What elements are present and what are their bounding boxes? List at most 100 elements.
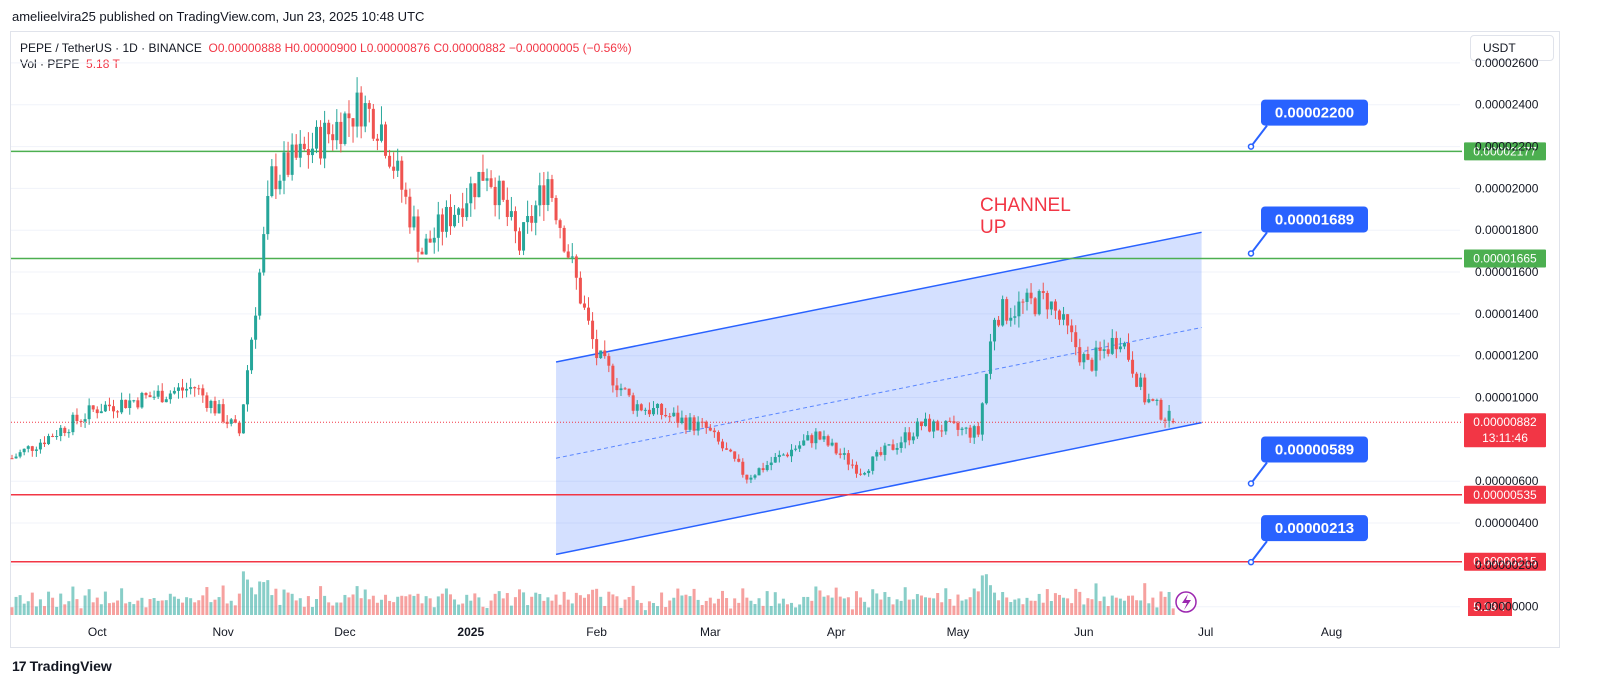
volume-bar [213, 599, 217, 615]
candle-body [290, 144, 294, 175]
volume-bar [351, 594, 355, 615]
tradingview-brand[interactable]: 17 TradingView [12, 658, 112, 674]
volume-bar [607, 591, 611, 615]
candle-body [1102, 349, 1106, 351]
callout-box [1261, 436, 1368, 463]
candle-body [587, 307, 591, 321]
candle-body [940, 430, 944, 432]
volume-bar [859, 597, 863, 615]
candle-body [233, 419, 237, 423]
volume-bar [570, 603, 574, 615]
candle-body [347, 113, 351, 119]
candle-body [144, 392, 148, 396]
publish-credit: amelieelvira25 published on TradingView.… [12, 9, 425, 24]
candle-body [99, 411, 103, 414]
volume-bar [1078, 591, 1082, 615]
volume-bar [753, 604, 757, 615]
volume-bar [708, 597, 712, 615]
candle-body [924, 418, 927, 427]
volume-bar [448, 594, 452, 615]
level-price-badge [1464, 485, 1546, 504]
volume-badge [1468, 598, 1512, 616]
volume-bar [867, 607, 871, 615]
candle-body [489, 178, 493, 187]
candle-body [741, 461, 745, 475]
symbol-label[interactable]: PEPE / TetherUS · 1D · BINANCE [20, 41, 202, 55]
candle-body [83, 419, 87, 422]
candle-body [38, 442, 42, 450]
volume-bar [286, 592, 290, 615]
volume-bar [481, 606, 485, 615]
volume-bar [274, 588, 278, 615]
volume-bar [1025, 597, 1029, 615]
candle-body [582, 303, 586, 308]
volume-bar [156, 600, 160, 615]
candle-body [294, 144, 298, 158]
callout-anchor [1247, 143, 1255, 150]
candle-body [75, 414, 79, 421]
volume-bar [51, 597, 55, 615]
candle-body [1122, 343, 1126, 347]
candle-body [830, 442, 834, 446]
candle-body [319, 126, 323, 159]
volume-bar [741, 588, 745, 615]
candle-body [984, 373, 988, 404]
currency-button[interactable]: USDT [1470, 35, 1554, 61]
candle-body [635, 404, 639, 411]
volume-bar [651, 602, 655, 615]
candle-body [221, 404, 225, 422]
candle-body [1163, 419, 1167, 421]
candle-body [749, 477, 753, 480]
candle-body [1017, 301, 1021, 317]
candle-body [30, 446, 34, 451]
volume-bar [522, 592, 526, 615]
volume-bar [335, 602, 339, 615]
candle-body [944, 420, 948, 432]
candle-body [355, 92, 359, 127]
volume-bar [1074, 588, 1078, 615]
candle-body [461, 208, 465, 218]
volume-bar [542, 600, 546, 615]
volume-bar [684, 594, 688, 615]
tradingview-logo-icon: 17 [12, 658, 27, 674]
volume-bar [116, 600, 120, 615]
candle-body [781, 454, 785, 456]
volume-bar [513, 597, 517, 615]
volume-bar [509, 605, 513, 615]
candle-body [51, 435, 55, 437]
candle-body [493, 186, 497, 206]
callout-box [1261, 99, 1368, 126]
volume-bar [400, 595, 404, 615]
volume-bar [38, 599, 42, 615]
volume-bar [1037, 593, 1041, 615]
volume-label[interactable]: Vol · PEPE [20, 57, 80, 71]
candle-body [1139, 377, 1143, 387]
candle-body [444, 206, 448, 232]
candle-body [595, 339, 599, 359]
volume-bar [229, 600, 233, 615]
candle-body [911, 436, 915, 441]
candle-body [566, 251, 570, 258]
volume-bar [112, 602, 115, 615]
volume-bar [729, 608, 733, 615]
change-value: −0.00000005 (−0.56%) [508, 41, 632, 55]
volume-bar [1017, 598, 1021, 615]
volume-bar [469, 600, 473, 615]
volume-bar [298, 598, 302, 615]
candle-body [367, 103, 371, 109]
price-tick-label: 0.00000400 [1475, 516, 1539, 530]
candle-body [59, 427, 63, 437]
price-tick-label: 0.00001600 [1475, 265, 1539, 279]
candle-body [14, 456, 18, 459]
candle-body [55, 436, 59, 438]
candle-body [513, 211, 517, 232]
candle-body [810, 435, 814, 444]
volume-bar [379, 599, 383, 615]
candle-body [757, 468, 761, 476]
candle-body [156, 390, 160, 397]
lightning-icon[interactable] [1175, 591, 1197, 613]
candle-body [997, 319, 1001, 326]
candle-body [1029, 292, 1033, 299]
volume-bar [22, 603, 26, 615]
